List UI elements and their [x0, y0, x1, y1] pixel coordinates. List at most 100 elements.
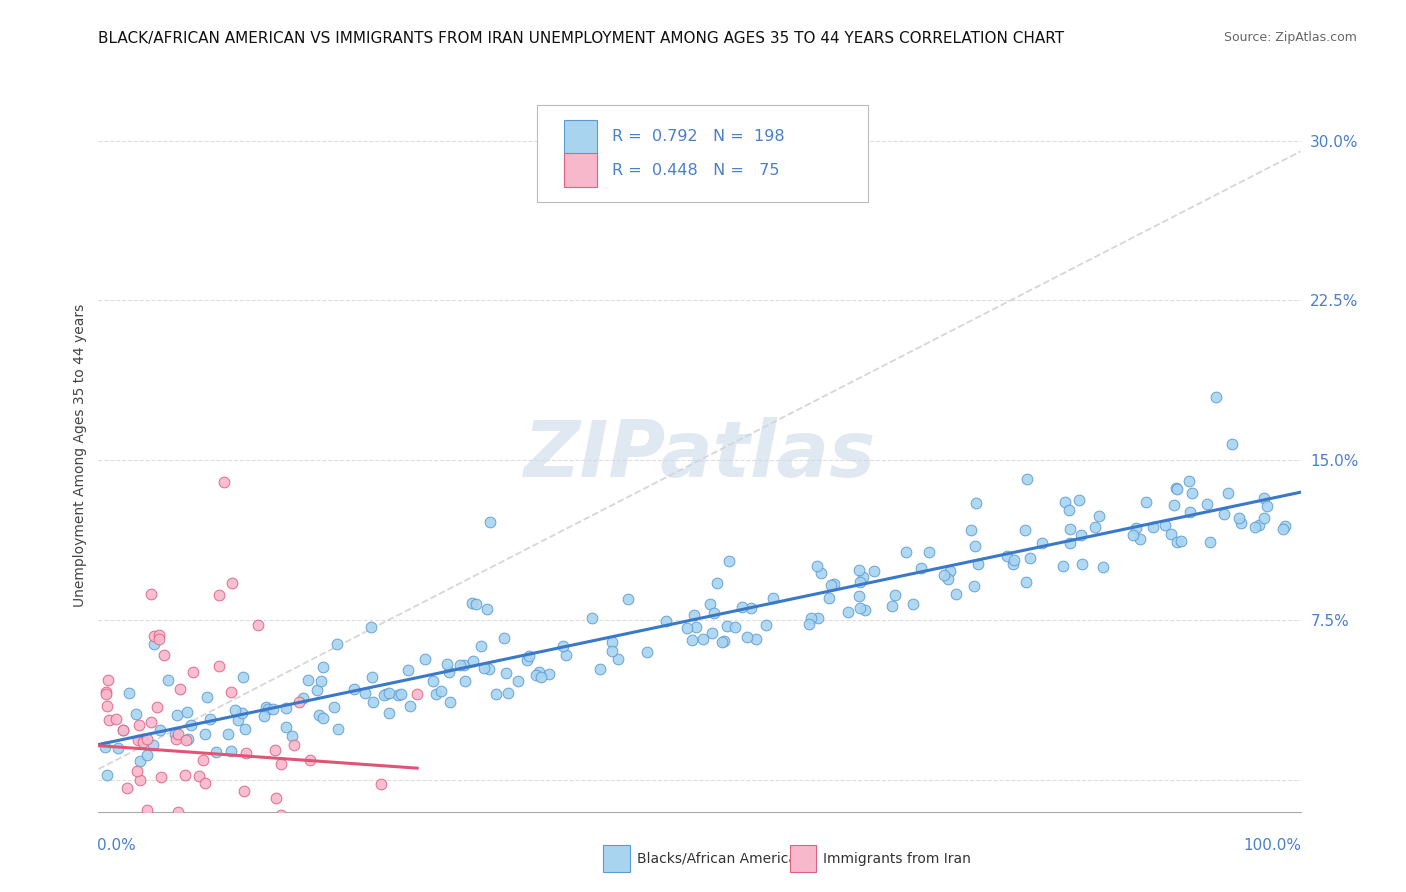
Point — [817, 591, 839, 605]
Point — [270, 756, 292, 771]
Point — [292, 690, 315, 705]
Point — [129, 772, 152, 787]
Point — [1059, 522, 1081, 536]
Text: ZIPatlas: ZIPatlas — [523, 417, 876, 493]
Point — [1256, 499, 1278, 513]
Point — [823, 577, 845, 591]
Point — [179, 815, 201, 830]
Point — [136, 803, 159, 817]
Point — [744, 632, 766, 646]
Point — [1163, 499, 1185, 513]
Point — [387, 688, 409, 702]
Point — [1230, 516, 1253, 531]
Point — [1001, 558, 1024, 572]
Point — [254, 700, 277, 714]
Point — [107, 741, 129, 756]
Point — [1216, 485, 1239, 500]
Point — [478, 515, 501, 529]
Point — [731, 600, 754, 615]
Point — [848, 590, 870, 604]
Point — [163, 727, 186, 741]
Point — [517, 649, 540, 664]
Point — [524, 668, 547, 682]
Point — [105, 713, 128, 727]
Point — [194, 727, 217, 741]
Point — [703, 606, 725, 620]
Point — [735, 630, 758, 644]
Point — [262, 702, 284, 716]
Point — [1125, 521, 1147, 535]
Point — [267, 815, 290, 830]
Point — [169, 682, 191, 697]
Point — [1019, 551, 1042, 566]
Point — [326, 638, 349, 652]
Point — [702, 626, 724, 640]
Point — [1014, 523, 1036, 537]
Point — [963, 539, 986, 553]
Point — [602, 635, 624, 649]
Point — [1091, 560, 1114, 574]
Point — [478, 662, 501, 676]
Point — [849, 601, 872, 615]
Point — [995, 549, 1018, 564]
Point — [1253, 511, 1275, 525]
Point — [852, 570, 875, 584]
Point — [516, 653, 538, 667]
Point — [1170, 533, 1192, 548]
Point — [475, 602, 498, 616]
Point — [1227, 510, 1250, 524]
Point — [148, 632, 170, 647]
Point — [139, 587, 162, 601]
Point — [1195, 497, 1218, 511]
Point — [142, 815, 165, 830]
Point — [485, 687, 508, 701]
Point — [740, 600, 762, 615]
Point — [266, 815, 288, 830]
Point — [1166, 482, 1188, 496]
Point — [465, 597, 488, 611]
Point — [361, 670, 384, 684]
Point — [135, 815, 157, 830]
Point — [554, 648, 576, 663]
Point — [246, 815, 269, 830]
Point — [153, 648, 176, 662]
Point — [472, 660, 495, 674]
Point — [142, 738, 165, 752]
Point — [960, 523, 983, 537]
Point — [537, 666, 560, 681]
Point — [581, 611, 603, 625]
Point — [94, 740, 117, 755]
Point — [194, 776, 217, 790]
Point — [1088, 509, 1111, 524]
Point — [181, 665, 204, 679]
Point — [125, 764, 148, 778]
Point — [1253, 491, 1275, 506]
Point — [128, 754, 150, 768]
Point — [311, 711, 333, 725]
Point — [328, 722, 350, 736]
Point — [173, 768, 195, 782]
Point — [176, 705, 198, 719]
Point — [918, 545, 941, 559]
Point — [193, 753, 215, 767]
Point — [132, 731, 155, 746]
Point — [166, 707, 188, 722]
Text: Immigrants from Iran: Immigrants from Iran — [824, 852, 972, 866]
Point — [208, 815, 231, 830]
Point — [233, 783, 256, 797]
Point — [231, 706, 253, 721]
Point — [692, 632, 714, 646]
Point — [287, 695, 309, 709]
Point — [498, 686, 520, 700]
Point — [883, 588, 905, 602]
Point — [125, 707, 148, 722]
Point — [139, 815, 162, 830]
Point — [96, 815, 118, 830]
Point — [111, 723, 134, 737]
Point — [853, 603, 876, 617]
Point — [93, 815, 115, 830]
Point — [797, 617, 820, 632]
Point — [375, 687, 398, 701]
Point — [806, 558, 828, 573]
Point — [1213, 508, 1236, 522]
